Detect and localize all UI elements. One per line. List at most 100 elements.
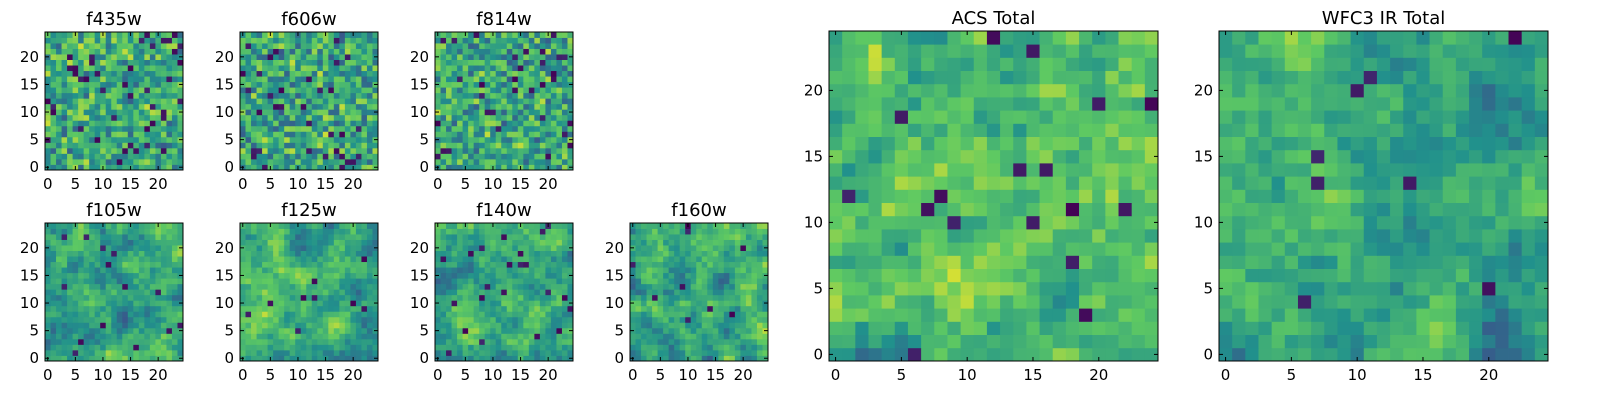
heatmap-cell — [550, 316, 557, 323]
heatmap-cell — [490, 43, 497, 49]
heatmap-cell — [133, 322, 140, 329]
heatmap-cell — [567, 147, 574, 154]
heatmap-cell — [284, 158, 291, 165]
heatmap-cell — [177, 239, 184, 246]
heatmap-cell — [512, 153, 519, 160]
heatmap-cell — [240, 305, 246, 312]
heatmap-cell — [729, 349, 736, 356]
heatmap-cell — [501, 305, 508, 312]
heatmap-cell — [740, 250, 747, 257]
heatmap-cell — [155, 125, 162, 132]
heatmap-cell — [986, 268, 1001, 283]
heatmap-cell — [300, 65, 307, 72]
heatmap-cell — [100, 65, 107, 72]
heatmap-cell — [267, 59, 274, 66]
heatmap-cell — [89, 349, 96, 356]
heatmap-cell — [111, 289, 118, 296]
heatmap-cell — [72, 322, 79, 329]
heatmap-cell — [484, 125, 491, 132]
heatmap-cell — [317, 43, 324, 49]
heatmap-cell — [457, 59, 463, 66]
heatmap-cell — [1144, 268, 1159, 283]
heatmap-cell — [512, 316, 519, 323]
heatmap-cell — [160, 278, 167, 285]
heatmap-cell — [328, 239, 335, 246]
heatmap-cell — [245, 125, 252, 132]
heatmap-cell — [116, 283, 123, 290]
heatmap-cell — [267, 131, 274, 138]
heatmap-cell — [842, 163, 856, 177]
y-tick-label: 5 — [224, 131, 234, 149]
heatmap-cell — [361, 48, 368, 55]
heatmap-cell — [83, 278, 90, 285]
heatmap-cell — [267, 305, 274, 312]
heatmap-cell — [446, 300, 452, 307]
heatmap-cell — [311, 87, 318, 94]
heatmap-cell — [322, 92, 329, 99]
heatmap-cell — [333, 245, 340, 251]
heatmap-cell — [517, 294, 524, 301]
heatmap-cell — [56, 261, 62, 268]
heatmap-cell — [545, 344, 552, 351]
heatmap-cell — [171, 147, 178, 154]
x-tick-label: 15 — [121, 366, 140, 384]
heatmap-cell — [512, 65, 519, 72]
heatmap-cell — [729, 250, 736, 257]
heatmap-cell — [100, 92, 107, 99]
heatmap-cell — [534, 322, 541, 329]
heatmap-cell — [256, 338, 263, 345]
heatmap-cell — [696, 289, 703, 296]
heatmap-cell — [550, 272, 557, 279]
heatmap-cell — [240, 322, 246, 329]
heatmap-cell — [133, 158, 140, 165]
heatmap-cell — [127, 333, 134, 340]
heatmap-cell — [495, 283, 502, 290]
heatmap-cell — [361, 114, 368, 121]
heatmap-cell — [306, 87, 313, 94]
heatmap-cell — [328, 37, 335, 44]
heatmap-cell — [171, 316, 178, 323]
heatmap-cell — [50, 256, 57, 263]
heatmap-cell — [1013, 163, 1027, 177]
heatmap-cell — [1000, 229, 1014, 243]
heatmap-cell — [457, 103, 463, 110]
heatmap-cell — [528, 256, 535, 263]
heatmap-cell — [479, 147, 486, 154]
heatmap-cell — [501, 114, 508, 121]
heatmap-cell — [116, 294, 123, 301]
heatmap-cell — [289, 245, 296, 251]
heatmap-cell — [122, 87, 129, 94]
heatmap-cell — [361, 43, 368, 49]
heatmap-cell — [366, 349, 373, 356]
heatmap-cell — [333, 300, 340, 307]
heatmap-cell — [245, 245, 252, 251]
heatmap-cell — [251, 37, 257, 44]
heatmap-cell — [1144, 202, 1159, 217]
heatmap-cell — [284, 305, 291, 312]
heatmap-cell — [61, 109, 68, 116]
heatmap-cell — [501, 59, 508, 66]
heatmap-cell — [652, 294, 658, 301]
heatmap-cell — [641, 316, 647, 323]
heatmap-cell — [646, 250, 653, 257]
heatmap-cell — [61, 70, 68, 77]
heatmap-cell — [300, 142, 307, 149]
heatmap-cell — [457, 322, 463, 329]
heatmap-cell — [100, 250, 107, 257]
heatmap-cell — [251, 48, 257, 55]
heatmap-cell — [262, 223, 268, 229]
heatmap-cell — [144, 153, 151, 160]
heatmap-cell — [718, 322, 725, 329]
heatmap-cell — [685, 311, 692, 318]
heatmap-cell — [333, 355, 340, 362]
heatmap-cell — [842, 255, 856, 269]
heatmap-cell — [561, 283, 568, 290]
heatmap-cell — [361, 54, 368, 60]
heatmap-cell — [523, 147, 530, 154]
heatmap-cell — [278, 272, 285, 279]
heatmap-cell — [138, 158, 145, 165]
heatmap-cell — [855, 242, 869, 256]
heatmap-cell — [245, 158, 252, 165]
heatmap-cell — [61, 338, 68, 345]
heatmap-cell — [718, 311, 725, 318]
